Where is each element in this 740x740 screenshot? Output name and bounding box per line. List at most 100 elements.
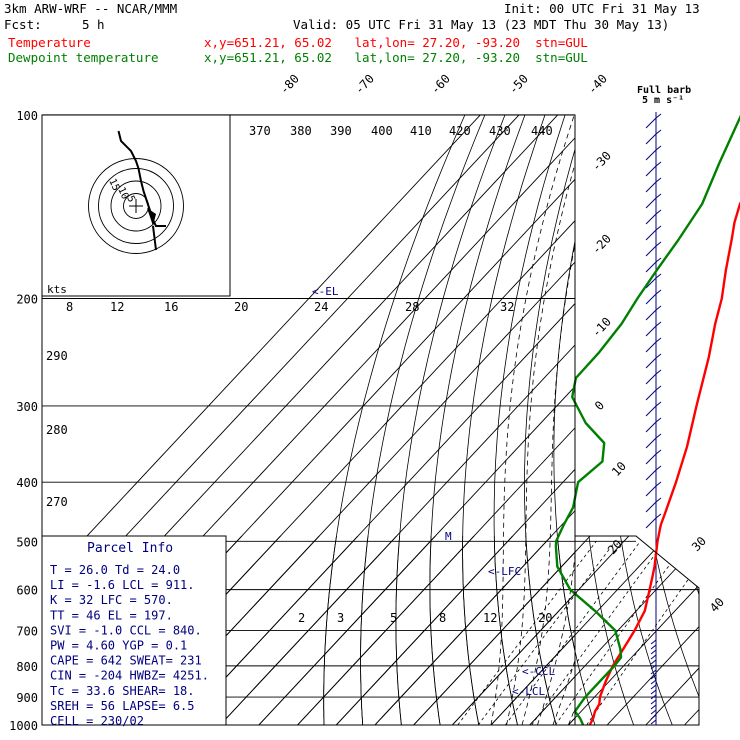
plot-frame xyxy=(41,114,576,726)
hodograph-ring xyxy=(98,168,174,244)
model-title: 3km ARW-WRF -- NCAR/MMM xyxy=(4,1,178,16)
wind-barb xyxy=(645,197,657,209)
wind-barb xyxy=(655,113,662,119)
wind-barb xyxy=(645,501,657,513)
wind-barb xyxy=(655,305,662,311)
hodograph-ring-label: 15 xyxy=(106,177,121,193)
wind-barb xyxy=(655,513,662,519)
dry-adiabat-line xyxy=(323,536,466,725)
theta-e-label: 370 xyxy=(249,124,271,138)
mixing-ratio-line xyxy=(586,541,699,725)
isotherm-label: -70 xyxy=(352,72,377,97)
hodograph-ring-label: 10 xyxy=(115,186,130,202)
isotherm-label: 20 xyxy=(605,537,625,557)
theta-label: 28 xyxy=(405,300,419,314)
dry-adiabats xyxy=(323,115,740,738)
isotherm-line xyxy=(297,427,575,725)
wind-barb xyxy=(645,181,657,193)
isotherm-line xyxy=(219,344,575,725)
parcel-info-box xyxy=(41,535,227,726)
wind-barb xyxy=(650,654,657,660)
dry-adiabat-line xyxy=(462,536,546,725)
moist-adiabat-line xyxy=(490,115,575,725)
parcel-info-row: LI = -1.6 LCL = 911. xyxy=(50,578,195,592)
forecast-label: Fcst: xyxy=(4,17,42,32)
lfc-marker: <-LFC xyxy=(488,565,521,578)
storm-motion-arrow xyxy=(147,208,156,226)
wind-barb xyxy=(645,133,657,145)
temperature-legend-info: x,y=651.21, 65.02 lat,lon= 27.20, -93.20… xyxy=(204,35,588,50)
isotherm-line xyxy=(606,536,699,725)
moist-adiabat-line xyxy=(630,115,740,725)
wind-barb xyxy=(655,161,662,167)
dry-adiabat-line xyxy=(360,536,486,725)
dry-adiabat-line xyxy=(524,536,586,725)
wind-barb xyxy=(650,714,657,720)
init-time: Init: 00 UTC Fri 31 May 13 xyxy=(504,1,700,16)
dry-adiabat-line xyxy=(582,115,638,738)
pressure-label: 300 xyxy=(16,400,38,414)
lcl-marker: <-LCL xyxy=(512,685,545,698)
pressure-label: 800 xyxy=(16,660,38,674)
wind-barb xyxy=(645,149,657,161)
pressure-label: 600 xyxy=(16,584,38,598)
parcel-info-row: CIN = -204 HWBZ= 4251. xyxy=(50,669,209,683)
wind-barb xyxy=(655,321,662,327)
wind-barb xyxy=(650,679,657,685)
wind-barb xyxy=(650,639,657,645)
hodograph-trace xyxy=(117,130,166,227)
dry-adiabat-line xyxy=(661,536,699,725)
isotherm-label: -80 xyxy=(277,72,302,97)
lower-right-frame xyxy=(575,535,700,726)
wind-barb xyxy=(650,664,657,670)
parcel-info-row: PW = 4.60 YGP = 0.1 xyxy=(50,639,187,653)
parcel-info-row: T = 26.0 Td = 24.0 xyxy=(50,563,180,577)
wind-barb xyxy=(645,245,657,257)
wind-barb xyxy=(650,709,657,715)
valid-time: Valid: 05 UTC Fri 31 May 13 (23 MDT Thu … xyxy=(293,17,670,32)
pressure-label: 200 xyxy=(16,292,38,306)
wind-barb xyxy=(650,694,657,700)
wind-barb xyxy=(650,689,657,695)
wind-barb xyxy=(645,357,657,369)
wind-barb xyxy=(645,421,657,433)
m-marker: M xyxy=(445,530,452,543)
wind-barb xyxy=(645,165,657,177)
mixing-ratio-label: 3 xyxy=(337,611,344,625)
theta-e-label: 400 xyxy=(371,124,393,138)
wind-barbs xyxy=(645,112,662,725)
isotherm-line xyxy=(258,536,699,725)
isotherm-line xyxy=(607,115,740,725)
theta-e-label: 420 xyxy=(449,124,471,138)
wind-barb xyxy=(655,145,662,151)
wind-barb xyxy=(645,325,657,337)
isotherm-label: 40 xyxy=(707,595,727,615)
barb-legend-unit: 5 m s⁻¹ xyxy=(642,95,684,106)
wind-barb xyxy=(650,644,657,650)
theta-label: 8 xyxy=(66,300,73,314)
wind-barb xyxy=(645,261,657,273)
parcel-info-row: SREH = 56 LAPSE= 6.5 xyxy=(50,699,195,713)
dry-adiabat-line xyxy=(323,115,466,725)
isotherm-line xyxy=(374,536,699,725)
isotherm-line xyxy=(568,536,699,725)
wind-barb xyxy=(645,405,657,417)
isotherm-label: 10 xyxy=(609,459,629,479)
hodograph-unit: kts xyxy=(47,283,67,296)
isotherm-label: -40 xyxy=(585,72,610,97)
wind-barb xyxy=(645,277,657,289)
temperature-trace xyxy=(588,201,740,726)
dry-adiabat-line xyxy=(662,115,740,738)
isotherm-label: -30 xyxy=(589,149,614,174)
forecast-hour: 5 h xyxy=(82,17,105,32)
wind-barb xyxy=(655,481,662,487)
isotherm-line xyxy=(451,592,575,725)
theta-label: 32 xyxy=(500,300,514,314)
wind-barb xyxy=(655,385,662,391)
dewpoint-trace xyxy=(554,114,740,726)
pressure-label: 100 xyxy=(16,109,38,123)
dry-adiabat-line xyxy=(395,536,506,725)
